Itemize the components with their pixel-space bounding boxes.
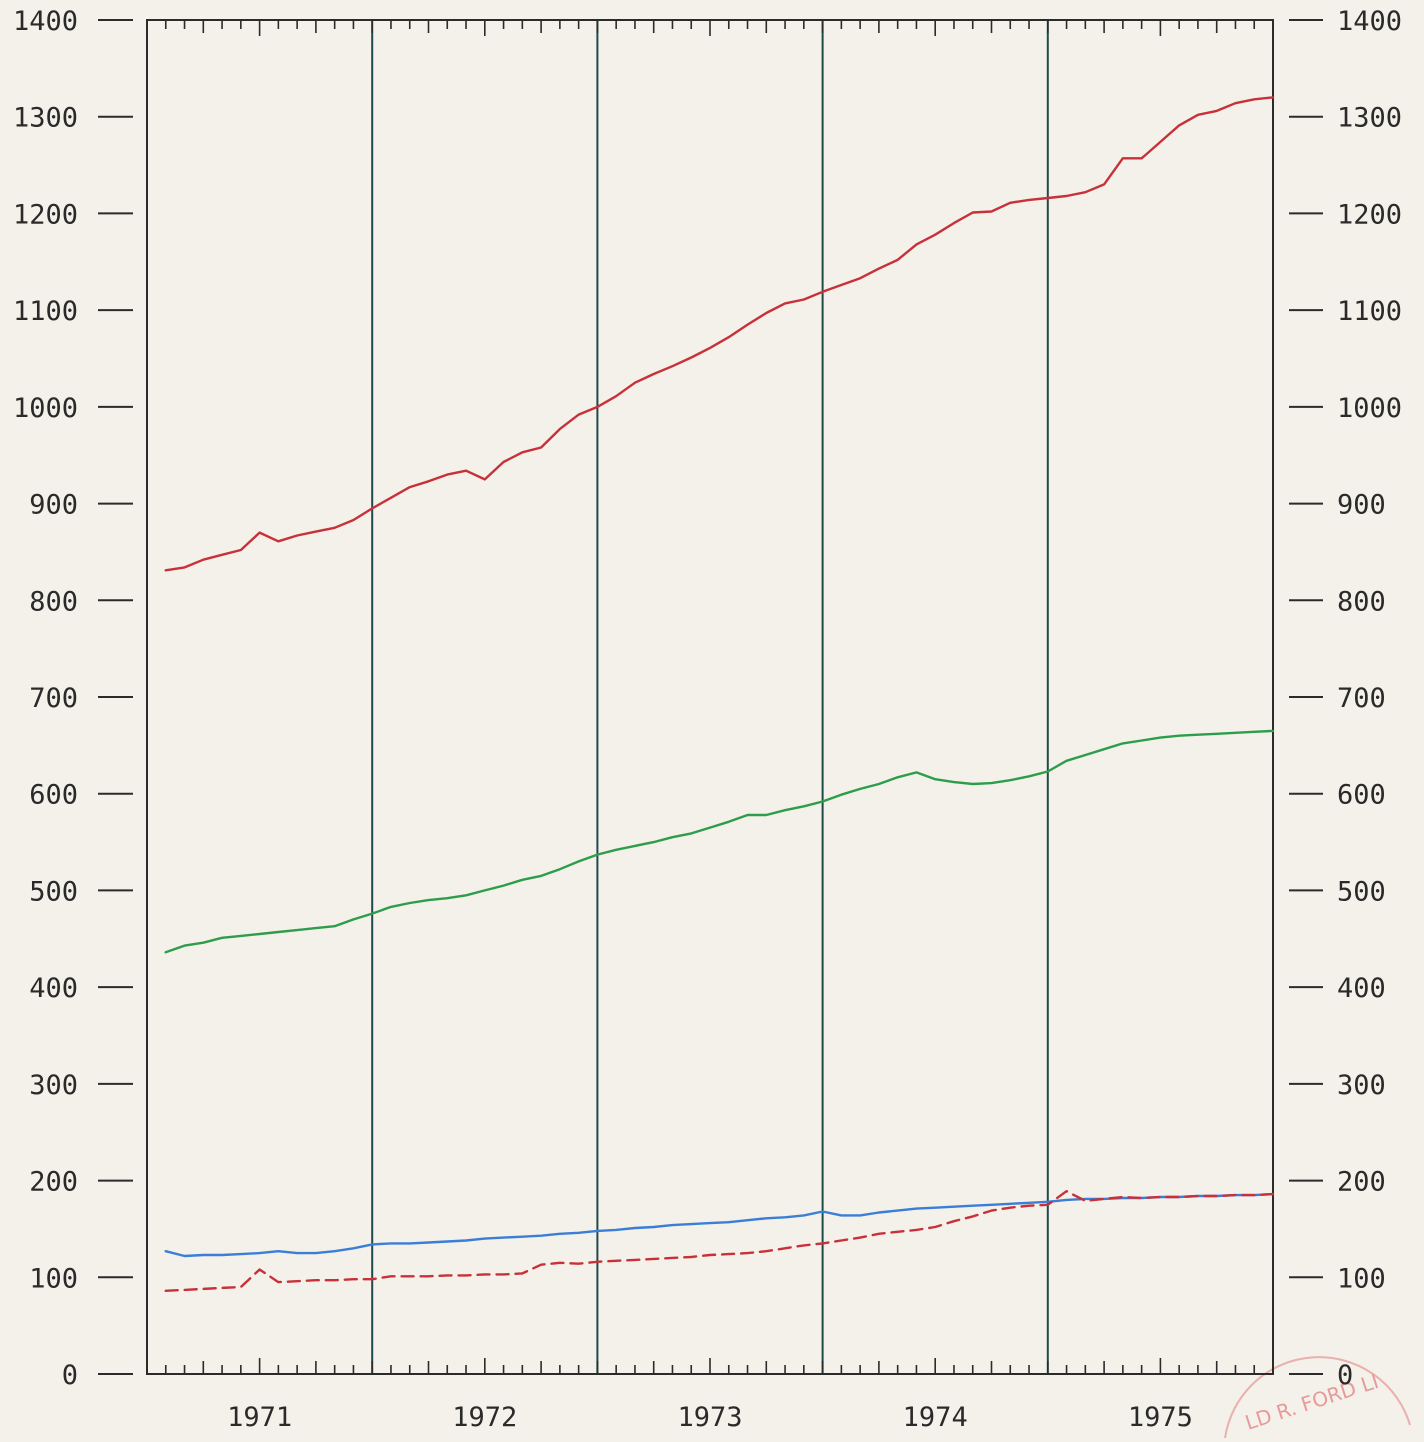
y-tick-label-left: 100 (29, 1263, 78, 1294)
y-tick-label-left: 600 (29, 780, 78, 811)
y-tick-label-right: 1100 (1337, 296, 1402, 327)
y-tick-label-left: 1200 (13, 199, 78, 230)
series-line-2 (164, 729, 1275, 954)
y-tick-label-right: 200 (1337, 1167, 1386, 1198)
y-tick-label-right: 300 (1337, 1070, 1386, 1101)
y-tick-label-right: 500 (1337, 876, 1386, 907)
y-tick-label-left: 200 (29, 1167, 78, 1198)
stamp-text: LD R. FORD LI (1242, 1369, 1381, 1435)
series-line-4 (164, 1189, 1275, 1293)
series-line-1 (164, 96, 1275, 572)
plot-border (146, 19, 1274, 1375)
y-tick-label-left: 1300 (13, 103, 78, 134)
grid-layer (371, 20, 1049, 1374)
x-tick-label: 1973 (677, 1402, 742, 1433)
y-tick-label-right: 1300 (1337, 103, 1402, 134)
y-tick-label-right: 1000 (1337, 393, 1402, 424)
y-tick-label-left: 1100 (13, 296, 78, 327)
y-tick-label-right: 100 (1337, 1263, 1386, 1294)
y-tick-label-left: 300 (29, 1070, 78, 1101)
x-tick-label: 1974 (903, 1402, 968, 1433)
series-line-3 (164, 1192, 1275, 1258)
y-tick-label-right: 900 (1337, 490, 1386, 521)
y-tick-label-left: 0 (62, 1360, 78, 1391)
y-tick-label-left: 900 (29, 490, 78, 521)
x-tick-label: 1971 (227, 1402, 292, 1433)
y-tick-label-right: 1400 (1337, 6, 1402, 37)
y-tick-label-right: 0 (1337, 1360, 1353, 1391)
y-tick-label-right: 1200 (1337, 199, 1402, 230)
y-tick-label-left: 800 (29, 586, 78, 617)
y-tick-label-right: 600 (1337, 780, 1386, 811)
x-tick-label: 1972 (452, 1402, 517, 1433)
label-layer: 0 0 100 100 200 200 300 300 400 400 500 500 600 600 70… (13, 6, 1402, 1433)
y-tick-label-left: 400 (29, 973, 78, 1004)
library-stamp: LD R. FORD LI (1224, 1356, 1411, 1439)
series-layer (164, 96, 1275, 1293)
y-tick-label-left: 700 (29, 683, 78, 714)
y-tick-label-right: 700 (1337, 683, 1386, 714)
y-tick-label-left: 1000 (13, 393, 78, 424)
stamp-arc (1224, 1356, 1411, 1439)
x-tick-label: 1975 (1128, 1402, 1193, 1433)
y-tick-label-left: 1400 (13, 6, 78, 37)
y-tick-label-right: 800 (1337, 586, 1386, 617)
y-tick-label-right: 400 (1337, 973, 1386, 1004)
plot-frame (146, 19, 1274, 1375)
tick-layer (98, 19, 1323, 1375)
y-tick-label-left: 500 (29, 876, 78, 907)
